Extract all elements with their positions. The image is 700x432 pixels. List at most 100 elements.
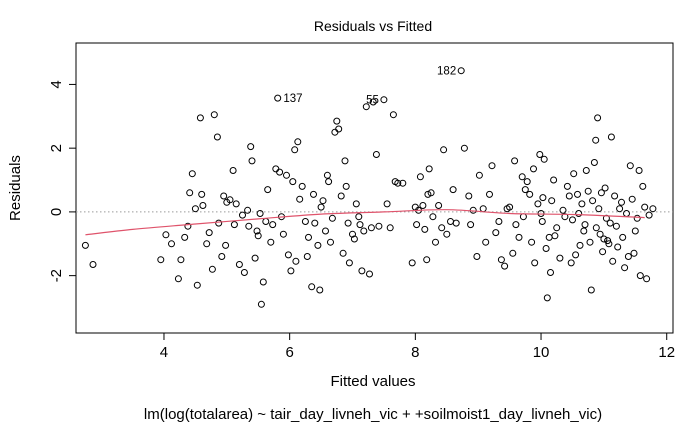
x-tick-label: 4	[160, 344, 168, 361]
data-point	[419, 202, 427, 209]
chart-title: Residuals vs Fitted	[314, 18, 432, 34]
data-point	[174, 275, 182, 283]
data-point	[635, 167, 643, 174]
data-point	[649, 205, 657, 213]
data-point	[438, 224, 446, 232]
data-point	[645, 211, 653, 219]
data-point	[631, 227, 639, 235]
data-point	[289, 178, 297, 186]
data-point	[218, 253, 226, 260]
data-point	[592, 136, 600, 144]
data-point	[279, 230, 287, 238]
data-point	[425, 165, 433, 173]
data-point	[193, 281, 201, 289]
x-axis: 4 6 8 10 12	[160, 332, 675, 361]
data-point	[274, 94, 282, 102]
data-point	[251, 254, 259, 262]
data-point	[362, 103, 370, 111]
data-point	[606, 219, 614, 227]
data-point	[595, 205, 603, 213]
data-point	[215, 219, 223, 227]
data-point	[264, 186, 272, 194]
data-point	[253, 227, 261, 235]
data-point	[360, 227, 368, 235]
data-point	[369, 98, 377, 106]
data-point	[523, 178, 531, 186]
data-point	[350, 235, 358, 243]
data-point	[184, 222, 192, 230]
data-point	[512, 221, 520, 229]
data-point	[339, 249, 347, 257]
data-point	[432, 238, 439, 246]
data-point	[311, 219, 319, 227]
data-point	[556, 254, 564, 262]
data-point	[355, 213, 363, 221]
data-point	[526, 190, 534, 198]
data-point	[479, 205, 487, 213]
data-point	[427, 189, 435, 197]
data-point	[569, 216, 576, 224]
data-point	[335, 125, 343, 133]
data-point	[618, 198, 625, 206]
data-point	[545, 233, 553, 241]
data-point	[188, 170, 196, 178]
data-point	[308, 283, 316, 291]
data-point	[198, 190, 206, 198]
data-point	[394, 179, 402, 187]
data-point	[612, 222, 620, 230]
data-point	[399, 179, 407, 187]
data-point	[380, 96, 388, 104]
data-point	[298, 182, 306, 190]
data-point	[352, 200, 360, 208]
data-point	[538, 218, 546, 225]
data-point	[567, 259, 575, 267]
data-point	[449, 186, 457, 194]
data-point	[272, 165, 280, 173]
data-point	[356, 221, 364, 229]
x-axis-label: Fitted values	[330, 373, 415, 390]
y-tick-label: -2	[48, 269, 65, 282]
data-point	[515, 233, 523, 241]
data-point	[291, 146, 299, 154]
data-point	[259, 278, 267, 286]
data-point	[616, 205, 624, 213]
data-point	[408, 259, 416, 267]
data-point	[287, 267, 295, 275]
data-point	[495, 218, 503, 225]
outlier-label: 55	[366, 95, 379, 107]
y-tick-label: 4	[48, 80, 65, 88]
data-point	[467, 221, 475, 229]
data-point	[639, 182, 647, 190]
data-point	[473, 253, 481, 260]
data-point	[550, 176, 558, 184]
data-point	[530, 165, 537, 173]
data-point	[614, 243, 622, 251]
data-point	[208, 265, 216, 273]
data-point	[548, 197, 556, 205]
data-point	[232, 200, 240, 208]
y-axis: -2 0 2 4	[48, 80, 77, 282]
data-point	[269, 221, 277, 229]
data-point	[240, 269, 248, 276]
data-point	[294, 138, 302, 146]
data-point	[327, 238, 334, 246]
data-point	[575, 210, 583, 217]
data-point	[301, 218, 309, 225]
data-point	[283, 171, 290, 179]
data-point	[440, 146, 448, 154]
data-point	[475, 171, 483, 179]
data-point	[624, 253, 632, 260]
data-point	[607, 133, 615, 141]
data-point	[389, 111, 397, 119]
data-point	[518, 173, 526, 181]
data-point	[572, 251, 580, 259]
data-point	[168, 240, 175, 248]
data-point	[531, 259, 539, 267]
data-point	[267, 238, 275, 246]
data-point	[345, 259, 353, 267]
data-point	[222, 241, 230, 249]
data-point	[421, 225, 429, 233]
data-point	[296, 195, 304, 203]
data-point	[181, 233, 189, 241]
data-point	[540, 155, 548, 163]
